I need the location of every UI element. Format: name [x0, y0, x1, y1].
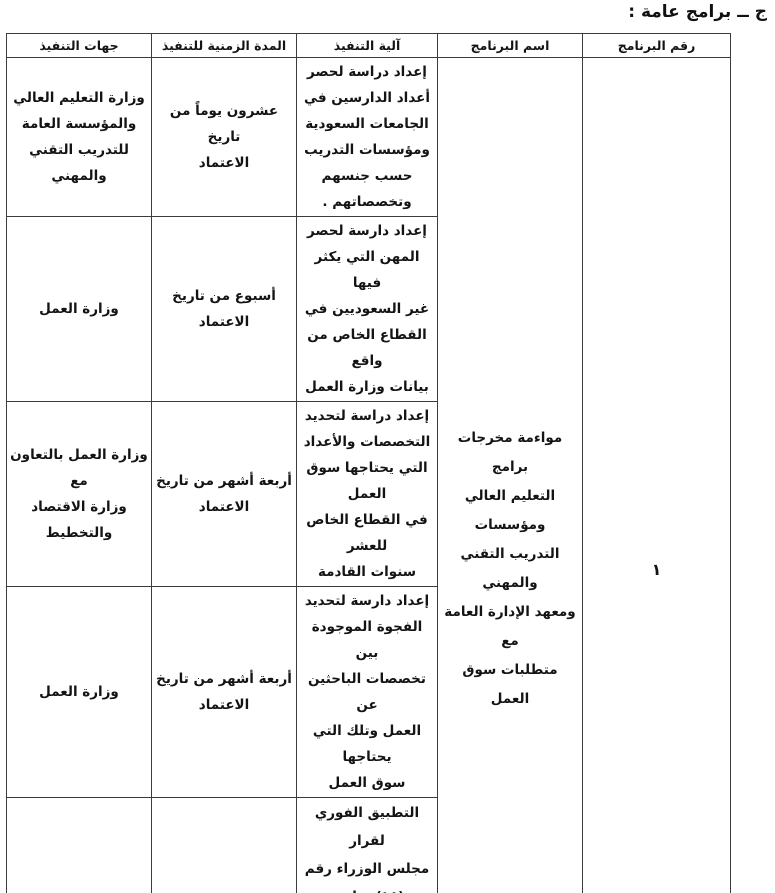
header-program-name: اسم البرنامج — [437, 33, 583, 58]
header-agencies: جهات التنفيذ — [6, 33, 152, 58]
header-program-number: رقم البرنامج — [582, 33, 731, 58]
program-1-agencies-5: الجهات المعنية — [6, 797, 152, 893]
program-1-agencies-1: وزارة التعليم العالي والمؤسسة العامة للت… — [6, 57, 152, 217]
program-1-mechanism-3: إعداد دراسة لتحديد التخصصات والأعداد الت… — [296, 401, 438, 587]
page-title: ج ــ برامج عامة : — [628, 2, 767, 22]
program-1-mechanism-5: التطبيق الفوري لقرار مجلس الوزراء رقم (١… — [296, 797, 438, 893]
program-1-agencies-2: وزارة العمل — [6, 216, 152, 402]
header-duration: المدة الزمنية للتنفيذ — [151, 33, 297, 58]
header-mechanism: آلية التنفيذ — [296, 33, 438, 58]
program-1-duration-1: عشرون يوماً من تاريخ الاعتماد — [151, 57, 297, 217]
program-1-agencies-4: وزارة العمل — [6, 586, 152, 798]
table-row: التطبيق الفوري لقرار مجلس الوزراء رقم (١… — [6, 797, 731, 893]
table-row: إعداد دارسة لحصر المهن التي يكثر فيها غي… — [6, 216, 731, 402]
program-1-duration-3: أربعة أشهر من تاريخ الاعتماد — [151, 401, 297, 587]
program-1-name: مواءمة مخرجات برامج التعليم العالي ومؤسس… — [437, 57, 583, 893]
program-1-number: ١ — [582, 57, 731, 893]
program-1-duration-5: مستمرة — [151, 797, 297, 893]
table-row: ١ مواءمة مخرجات برامج التعليم العالي ومؤ… — [6, 57, 731, 893]
program-1-mechanism-1: إعداد دراسة لحصر أعداد الدارسين في الجام… — [296, 57, 438, 217]
table-row: إعداد دارسة لتحديد الفجوة الموجودة بين ت… — [6, 586, 731, 798]
programs-table: رقم البرنامج اسم البرنامج آلية التنفيذ ا… — [6, 33, 731, 893]
program-1-duration-4: أربعة أشهر من تاريخ الاعتماد — [151, 586, 297, 798]
program-1-mechanism-2: إعداد دارسة لحصر المهن التي يكثر فيها غي… — [296, 216, 438, 402]
table-header-row: رقم البرنامج اسم البرنامج آلية التنفيذ ا… — [6, 33, 731, 58]
program-1-agencies-3: وزارة العمل بالتعاون مع وزارة الاقتصاد و… — [6, 401, 152, 587]
table-row: إعداد دراسة لتحديد التخصصات والأعداد الت… — [6, 401, 731, 587]
program-1-duration-2: أسبوع من تاريخ الاعتماد — [151, 216, 297, 402]
program-1-mechanism-4: إعداد دارسة لتحديد الفجوة الموجودة بين ت… — [296, 586, 438, 798]
